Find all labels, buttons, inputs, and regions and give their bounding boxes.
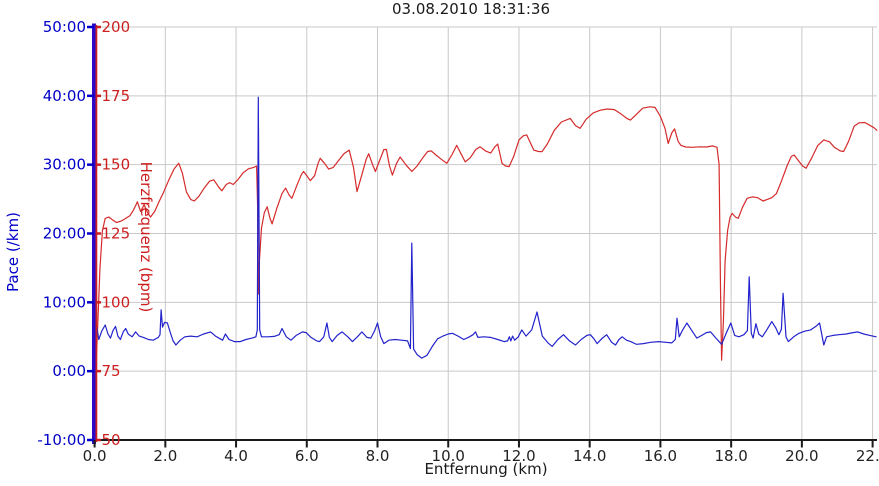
x-tick-label: 2.0: [153, 447, 177, 465]
x-tick-label: 10.0: [432, 447, 465, 465]
hr-tick-label: 50: [102, 431, 121, 449]
hr-tick-label: 125: [102, 225, 131, 243]
x-tick-label: 8.0: [366, 447, 390, 465]
x-tick-label: 20.0: [785, 447, 818, 465]
axis-spines-and-ticks: [87, 23, 877, 448]
hr-tick-label: 75: [102, 362, 121, 380]
pace-curve: [93, 96, 877, 359]
chart-title: 03.08.2010 18:31:36: [392, 0, 550, 18]
x-tick-label: 22.0: [856, 447, 879, 465]
pace-axis-label: Pace (/km): [4, 212, 22, 292]
pace-tick-label: 30:00: [43, 156, 86, 174]
x-tick-label: 4.0: [224, 447, 248, 465]
hr-tick-label: 175: [102, 87, 131, 105]
hr-tick-label: 200: [102, 18, 131, 36]
pace-tick-label: 40:00: [43, 87, 86, 105]
series-curves: [93, 96, 878, 380]
x-tick-label: 12.0: [502, 447, 535, 465]
tick-labels: 50:00 40:00 30:00 20:00 10:00 0:00 -10:00 200 17…: [37, 18, 879, 465]
x-tick-label: 6.0: [295, 447, 319, 465]
gridlines: [94, 26, 877, 440]
x-tick-label: 0.0: [83, 447, 107, 465]
pace-tick-label: 0:00: [52, 362, 86, 380]
heart-rate-curve: [93, 106, 878, 380]
x-tick-label: 18.0: [714, 447, 747, 465]
pace-tick-label: 10:00: [43, 293, 86, 311]
pace-tick-label: -10:00: [37, 431, 86, 449]
hr-tick-label: 100: [102, 293, 131, 311]
x-tick-label: 16.0: [644, 447, 677, 465]
pace-tick-label: 20:00: [43, 225, 86, 243]
heart-rate-axis-label: Herzfrequenz (bpm): [137, 162, 155, 313]
x-tick-label: 14.0: [573, 447, 606, 465]
hr-tick-label: 150: [102, 156, 131, 174]
x-axis-label: Entfernung (km): [424, 460, 547, 478]
pace-tick-label: 50:00: [43, 18, 86, 36]
